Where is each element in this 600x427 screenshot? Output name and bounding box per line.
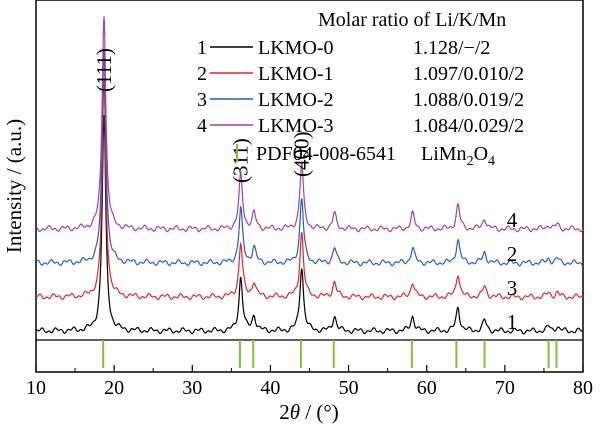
peak-label-400: (400) xyxy=(290,132,314,178)
peak-label-311: (311) xyxy=(229,138,253,183)
legend-row-4: 4 LKMO-3 1.084/0.029/2 xyxy=(197,115,524,137)
x-tick-label-30: 30 xyxy=(182,377,202,399)
legend-name: LKMO-2 xyxy=(258,89,334,111)
formula-part-1: LiMn xyxy=(421,143,467,165)
curve-label-lkmo-2: 2 xyxy=(507,242,518,266)
curve-lkmo-1 xyxy=(35,79,584,301)
curve-labels: 1 3 2 4 xyxy=(507,208,518,334)
y-axis-title: Intensity / (a.u.) xyxy=(2,119,26,253)
x-axis-title-theta: θ xyxy=(290,400,300,424)
curve-label-lkmo-3: 4 xyxy=(507,208,518,232)
peak-label-111: (111) xyxy=(92,48,116,92)
x-tick-label-20: 20 xyxy=(104,377,124,399)
legend: Molar ratio of Li/K/Mn 1 LKMO-0 1.128/−/2 2… xyxy=(197,9,524,169)
curve-label-lkmo-0: 1 xyxy=(507,310,518,334)
x-tick-label-40: 40 xyxy=(260,377,280,399)
x-tick-label-70: 70 xyxy=(495,377,515,399)
peak-labels: (111) (311) (400) xyxy=(92,48,314,183)
legend-reference-label: PDF04-008-6541 xyxy=(256,143,396,165)
legend-reference: PDF04-008-6541 LiMn2O4 xyxy=(236,143,495,169)
legend-row-2: 2 LKMO-1 1.097/0.010/2 xyxy=(197,63,524,85)
legend-reference-formula: LiMn2O4 xyxy=(421,143,495,169)
curve-lkmo-2 xyxy=(35,48,584,267)
curve-label-lkmo-1: 3 xyxy=(507,276,518,300)
legend-number: 3 xyxy=(197,89,207,111)
x-tick-label-80: 80 xyxy=(573,377,593,399)
legend-rows: 1 LKMO-0 1.128/−/2 2 LKMO-1 1.097/0.010/2 3 LKM… xyxy=(197,37,524,137)
legend-ratio: 1.128/−/2 xyxy=(413,37,490,59)
legend-name: LKMO-0 xyxy=(258,37,334,59)
x-axis-title: 2θ / (°) xyxy=(279,400,339,424)
legend-ratio: 1.097/0.010/2 xyxy=(413,63,524,85)
x-axis-title-2: 2 xyxy=(279,400,290,424)
reference-lines xyxy=(102,340,558,368)
x-axis: 10 20 30 40 50 60 70 80 xyxy=(26,365,593,399)
curve-lkmo-3 xyxy=(35,16,584,233)
legend-name: LKMO-1 xyxy=(258,63,334,85)
x-tick-label-60: 60 xyxy=(417,377,437,399)
x-tick-label-50: 50 xyxy=(339,377,359,399)
legend-row-3: 3 LKMO-2 1.088/0.019/2 xyxy=(197,89,524,111)
legend-header: Molar ratio of Li/K/Mn xyxy=(318,9,506,31)
x-tick-label-10: 10 xyxy=(26,377,46,399)
legend-number: 4 xyxy=(197,115,207,137)
formula-sub-2: 4 xyxy=(488,154,495,169)
legend-row-1: 1 LKMO-0 1.128/−/2 xyxy=(197,37,490,59)
formula-part-2: O xyxy=(474,143,488,165)
legend-ratio: 1.088/0.019/2 xyxy=(413,89,524,111)
legend-number: 2 xyxy=(197,63,207,85)
formula-sub-1: 2 xyxy=(467,154,474,169)
curve-lkmo-0 xyxy=(35,114,584,335)
legend-ratio: 1.084/0.029/2 xyxy=(413,115,524,137)
x-axis-title-unit: / (°) xyxy=(300,400,339,424)
series-curves xyxy=(35,16,584,335)
legend-name: LKMO-3 xyxy=(258,115,334,137)
legend-number: 1 xyxy=(197,37,207,59)
